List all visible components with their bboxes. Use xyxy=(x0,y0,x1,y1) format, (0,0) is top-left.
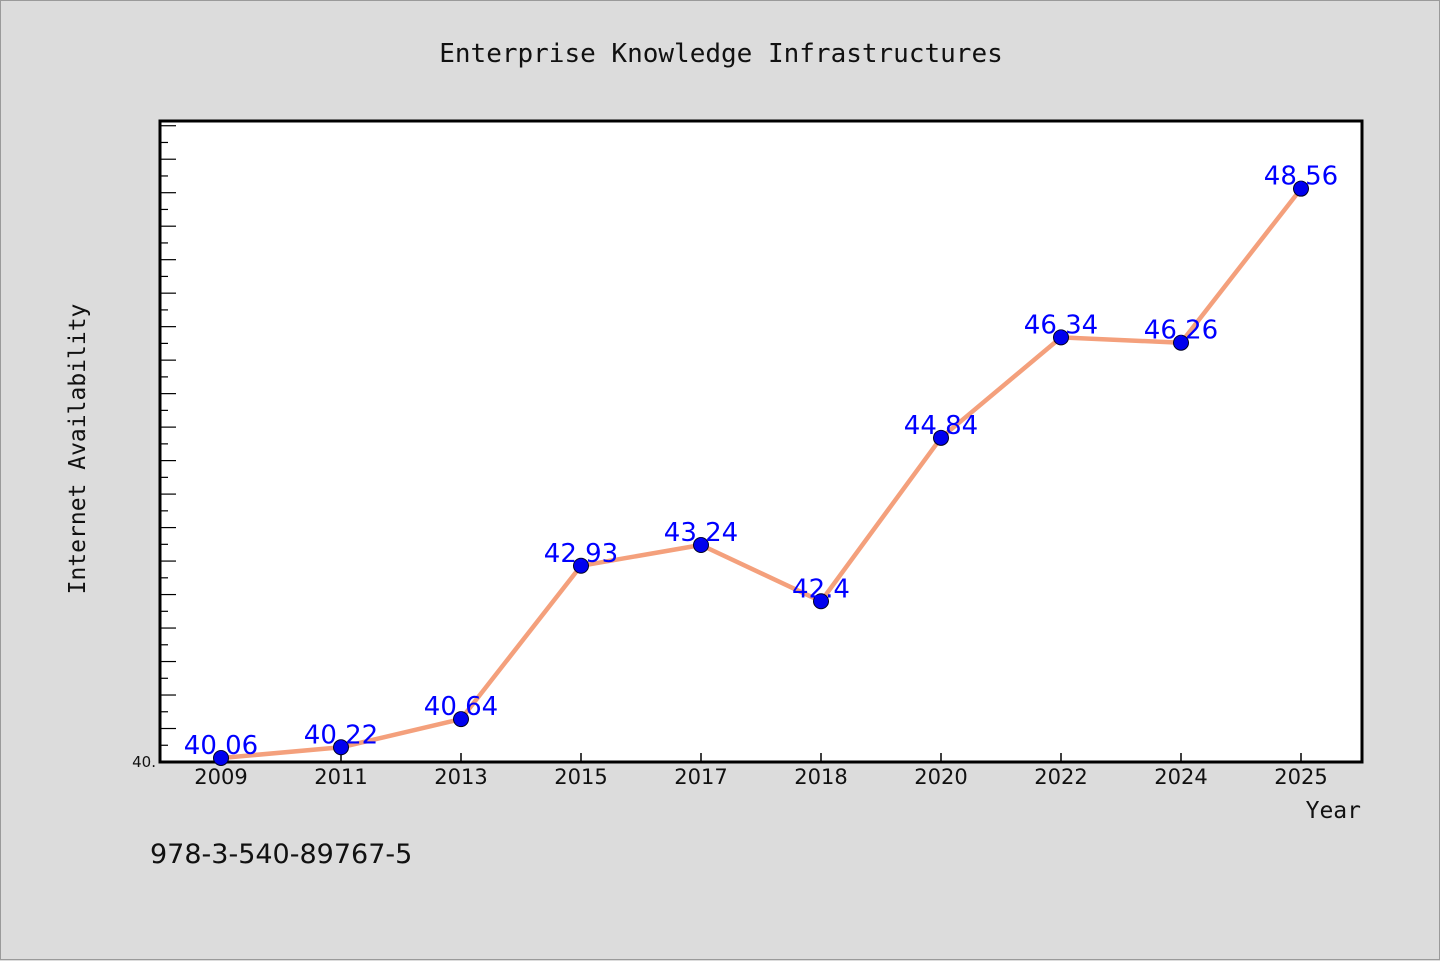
x-tick-label: 2009 xyxy=(194,765,247,789)
x-tick-label: 2011 xyxy=(314,765,367,789)
data-point-marker xyxy=(813,593,829,610)
chart-title: Enterprise Knowledge Infrastructures xyxy=(439,39,1003,69)
x-tick-label: 2015 xyxy=(554,765,607,789)
data-label: 40.64 xyxy=(424,692,498,722)
data-label: 40.06 xyxy=(184,731,258,761)
data-point-marker xyxy=(1173,334,1189,351)
data-point-marker xyxy=(573,557,589,574)
data-point-marker xyxy=(1053,329,1069,346)
data-label: 48.56 xyxy=(1264,162,1338,192)
x-tick-label: 2020 xyxy=(914,765,967,789)
x-tick-label: 2018 xyxy=(794,765,847,789)
y-axis-label: Internet Availability xyxy=(65,304,91,595)
isbn-text: 978-3-540-89767-5 xyxy=(150,839,412,870)
data-point-marker xyxy=(333,739,349,756)
data-label: 42.4 xyxy=(792,574,850,604)
y-axis-ticks xyxy=(160,125,176,763)
data-label: 43.24 xyxy=(664,518,738,548)
x-axis-label: Year xyxy=(1306,798,1361,824)
data-label: 46.26 xyxy=(1144,316,1218,346)
x-tick-label: 2013 xyxy=(434,765,487,789)
x-tick-label: 2024 xyxy=(1154,765,1207,789)
data-point-marker xyxy=(1293,180,1309,197)
x-tick-label: 2017 xyxy=(674,765,727,789)
y-tick-label: 40. xyxy=(132,753,156,771)
series-layer xyxy=(213,180,1309,766)
x-tick-label: 2025 xyxy=(1274,765,1327,789)
data-labels: 40.06 40.22 40.64 42.93 43.24 42.4 44.84 46.34 4… xyxy=(184,162,1338,761)
data-point-marker xyxy=(213,749,229,766)
plot-area xyxy=(158,119,1364,764)
data-label: 42.93 xyxy=(544,539,618,569)
data-label: 40.22 xyxy=(304,720,378,750)
data-point-marker xyxy=(933,429,949,446)
data-label: 44.84 xyxy=(904,411,978,441)
data-point-marker xyxy=(693,536,709,553)
data-point-marker xyxy=(453,711,469,728)
x-tick-label: 2022 xyxy=(1034,765,1087,789)
series-line xyxy=(218,186,1304,761)
data-label: 46.34 xyxy=(1024,310,1098,340)
x-tick-labels: 2009 2011 2013 2015 2017 2018 2020 2022 2024 2025 xyxy=(194,765,1327,789)
